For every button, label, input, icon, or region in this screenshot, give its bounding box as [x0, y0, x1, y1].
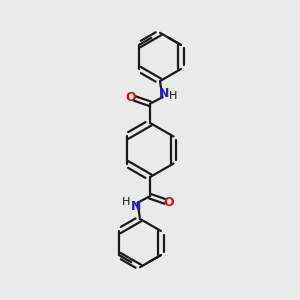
Text: N: N — [159, 87, 169, 100]
Text: O: O — [125, 91, 136, 104]
Text: H: H — [169, 91, 178, 101]
Text: N: N — [131, 200, 141, 213]
Text: O: O — [164, 196, 175, 209]
Text: H: H — [122, 196, 130, 206]
